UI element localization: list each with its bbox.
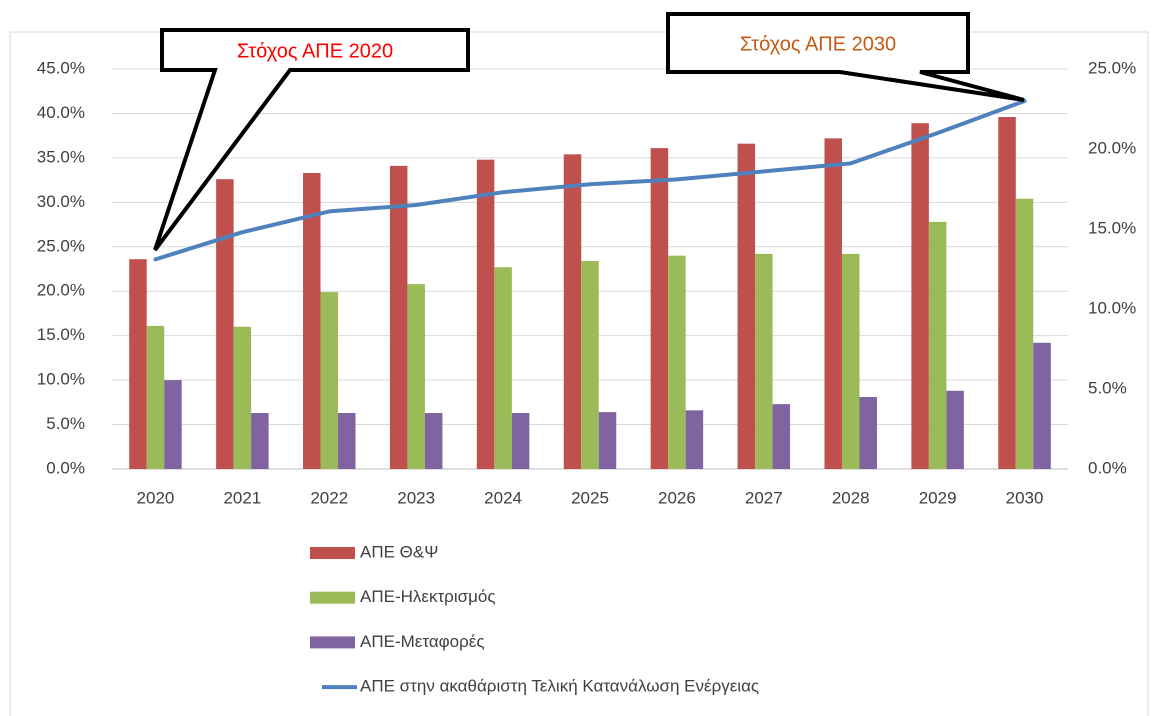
x-tick-label: 2026 [658, 488, 696, 507]
bar [1015, 198, 1034, 469]
annotation: Στόχος ΑΠΕ 2020 [237, 40, 393, 62]
y2-tick-label: 0.0% [1088, 458, 1127, 477]
bar [668, 255, 686, 469]
bar [824, 138, 842, 470]
legend-swatch [310, 636, 355, 649]
legend-label: ΑΠΕ-Ηλεκτρισμός [360, 587, 496, 606]
bar [511, 413, 530, 469]
bar [998, 117, 1016, 469]
bar [685, 410, 704, 469]
y-tick-label: 40.0% [37, 103, 85, 122]
x-tick-label: 2028 [832, 488, 870, 507]
y2-tick-label: 15.0% [1088, 218, 1136, 237]
bar [338, 413, 356, 469]
x-tick-label: 2021 [223, 488, 261, 507]
bar [1033, 342, 1051, 469]
x-tick-label: 2029 [919, 488, 957, 507]
bar [424, 413, 443, 469]
bar [129, 259, 147, 469]
y-tick-label: 15.0% [37, 325, 85, 344]
bar [598, 412, 617, 469]
bar [251, 413, 269, 469]
bar [911, 123, 929, 469]
x-tick-label: 2024 [484, 488, 522, 507]
bar [650, 148, 669, 469]
chart-frame [9, 31, 1149, 716]
legend-label: ΑΠΕ στην ακαθάριστη Τελική Κατανάλωση Εν… [360, 677, 759, 696]
legend-swatch [310, 591, 355, 604]
bar [494, 267, 512, 469]
bar [841, 253, 860, 469]
legend-label: ΑΠΕ-Μεταφορές [360, 632, 485, 651]
y2-tick-label: 10.0% [1088, 298, 1136, 317]
bar [146, 325, 165, 469]
bar [946, 390, 964, 469]
bar [581, 261, 599, 469]
x-tick-label: 2025 [571, 488, 609, 507]
bar [216, 179, 234, 469]
callout [153, 28, 470, 252]
x-tick-label: 2023 [397, 488, 435, 507]
bar [476, 159, 495, 469]
bar [772, 404, 791, 469]
bar [303, 173, 321, 469]
y-tick-label: 10.0% [37, 370, 85, 389]
bar [859, 397, 877, 469]
y-tick-label: 25.0% [37, 236, 85, 255]
legend-swatch [310, 547, 355, 559]
bar [755, 253, 773, 469]
y-tick-label: 0.0% [46, 458, 85, 477]
x-tick-label: 2030 [1006, 488, 1044, 507]
bar [233, 326, 252, 469]
x-tick-label: 2022 [310, 488, 348, 507]
y2-tick-label: 5.0% [1088, 378, 1127, 397]
bar [389, 165, 408, 469]
y-tick-label: 30.0% [37, 192, 85, 211]
y-tick-label: 20.0% [37, 281, 85, 300]
bar [320, 292, 339, 469]
y-tick-label: 45.0% [37, 58, 85, 77]
bar [407, 284, 425, 469]
line [153, 99, 1027, 262]
y2-tick-label: 25.0% [1088, 58, 1136, 77]
x-tick-label: 2020 [137, 488, 175, 507]
legend-label: ΑΠΕ Θ&Ψ [360, 542, 438, 561]
callout [666, 12, 1025, 102]
y-tick-label: 35.0% [37, 147, 85, 166]
bar [563, 154, 582, 470]
y-tick-label: 5.0% [46, 414, 85, 433]
bar [737, 143, 756, 469]
bar [164, 380, 182, 469]
y2-tick-label: 20.0% [1088, 138, 1136, 157]
bar [928, 221, 947, 469]
x-tick-label: 2027 [745, 488, 783, 507]
annotation: Στόχος ΑΠΕ 2030 [740, 33, 896, 55]
